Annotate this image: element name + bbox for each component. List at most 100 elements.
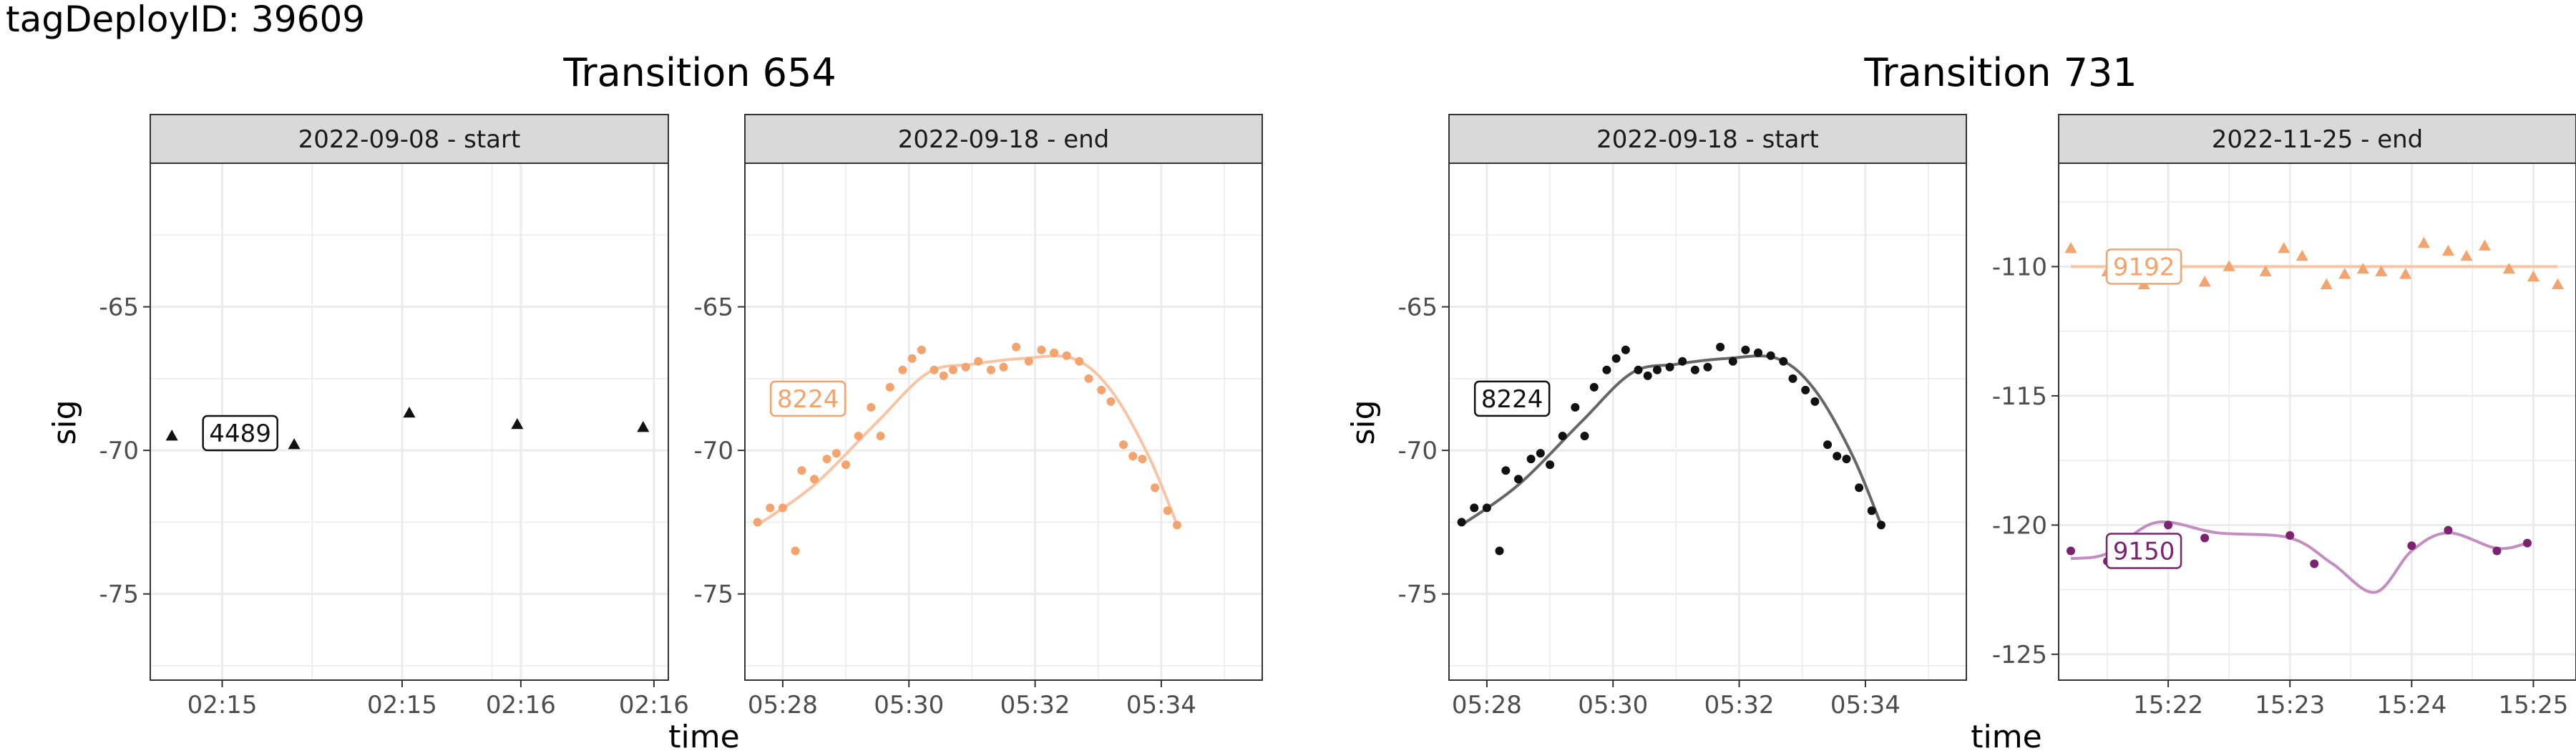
data-point	[822, 455, 831, 464]
facet-strip-label: 2022-11-25 - end	[2212, 125, 2424, 154]
x-tick-label: 05:30	[874, 691, 944, 719]
data-point	[1024, 357, 1033, 366]
data-point	[2407, 541, 2416, 551]
data-point	[809, 475, 819, 484]
data-point	[2310, 559, 2319, 568]
smooth-line	[2070, 520, 2528, 594]
data-point	[1833, 452, 1842, 461]
data-point	[2460, 249, 2473, 261]
series-label: 9150	[2113, 538, 2175, 566]
data-point	[2527, 270, 2540, 282]
data-point	[1876, 520, 1885, 530]
data-point	[2320, 278, 2333, 289]
data-point	[766, 503, 775, 513]
data-point	[2356, 263, 2369, 274]
x-tick-label: 15:25	[2498, 691, 2568, 719]
data-point	[1546, 460, 1555, 470]
data-point	[1788, 374, 1797, 383]
series-8224: 8224	[753, 342, 1181, 556]
data-point	[1801, 385, 1810, 394]
data-point	[2399, 268, 2412, 279]
x-tick-label: 05:34	[1830, 691, 1901, 719]
data-point	[2200, 533, 2210, 543]
y-tick-label: -65	[1397, 294, 1438, 322]
data-point	[948, 365, 957, 374]
data-point	[1012, 342, 1021, 352]
x-tick-label: 02:16	[486, 691, 556, 719]
data-point	[1779, 357, 1788, 366]
data-point	[797, 466, 806, 475]
data-point	[2064, 242, 2077, 253]
y-tick-label: -75	[1397, 581, 1438, 609]
x-tick-label: 05:28	[748, 691, 818, 719]
y-axis-title-right: sig	[1345, 399, 1382, 445]
series-label: 9192	[2113, 253, 2175, 281]
data-point	[2551, 278, 2565, 289]
data-point	[2198, 276, 2211, 287]
data-point	[1703, 362, 1712, 372]
data-point	[2522, 538, 2532, 548]
data-point	[2441, 244, 2454, 256]
data-point	[2164, 520, 2173, 530]
plot-background	[1449, 163, 1966, 680]
data-point	[2296, 249, 2308, 261]
data-point	[1138, 455, 1147, 464]
facet-strip	[2058, 114, 2576, 164]
series-label-box	[2105, 248, 2182, 285]
data-point	[939, 371, 948, 380]
data-point	[885, 382, 894, 392]
x-axis-title-right: time	[1971, 719, 2041, 755]
data-point	[986, 365, 995, 374]
data-point	[1495, 546, 1504, 556]
series-label: 8224	[777, 385, 839, 414]
x-tick-label: 05:32	[1000, 691, 1070, 719]
data-point	[1151, 483, 1160, 493]
series-label-box	[2105, 533, 2182, 569]
x-tick-label: 02:16	[619, 691, 689, 719]
facet-strip-label: 2022-09-18 - end	[898, 125, 1110, 154]
data-point	[1501, 466, 1511, 475]
data-point	[1457, 518, 1466, 527]
data-point	[1643, 371, 1652, 380]
panel-border	[1448, 163, 1967, 681]
series-8224: 8224	[1457, 342, 1885, 556]
data-point	[791, 546, 800, 556]
plot-background	[745, 163, 1262, 680]
data-point	[2375, 265, 2388, 276]
data-point	[1867, 506, 1876, 515]
data-point	[1571, 402, 1580, 412]
data-point	[1037, 345, 1046, 354]
data-point	[907, 354, 917, 363]
data-point	[1728, 357, 1737, 366]
chart-panels: 2022-09-08 - start 02:15 02:15 02:16 02:16 -6…	[99, 114, 2576, 719]
data-point	[1766, 351, 1775, 360]
panel-border	[150, 163, 669, 681]
y-tick-label: -125	[1992, 641, 2047, 669]
facet-strip-label: 2022-09-08 - start	[298, 125, 521, 154]
y-tick-label: -70	[99, 437, 139, 465]
data-point	[841, 460, 851, 470]
data-point	[1621, 345, 1630, 354]
data-point	[1754, 348, 1763, 357]
x-tick-label: 02:15	[187, 691, 258, 719]
x-tick-label: 15:22	[2133, 691, 2203, 719]
data-point	[1084, 374, 1093, 383]
data-point	[1513, 475, 1523, 484]
data-point	[999, 362, 1008, 372]
data-point	[1652, 365, 1662, 374]
y-tick-label: -115	[1992, 382, 2047, 411]
data-point	[1810, 397, 1820, 406]
data-point	[2478, 239, 2491, 251]
data-point	[2338, 268, 2351, 279]
x-tick-label: 02:15	[367, 691, 437, 719]
panel-t654-start: 2022-09-08 - start 02:15 02:15 02:16 02:16 -6…	[99, 114, 689, 719]
panel-t731-end: 2022-11-25 - end 15:22 15:23 15:24 15:25 -110…	[1992, 114, 2576, 719]
facet-strip	[150, 114, 669, 164]
data-point	[753, 518, 762, 527]
data-point	[637, 421, 650, 432]
series-label-box	[769, 380, 847, 417]
data-point	[403, 406, 416, 418]
data-point	[974, 357, 983, 366]
data-point	[1119, 440, 1128, 450]
